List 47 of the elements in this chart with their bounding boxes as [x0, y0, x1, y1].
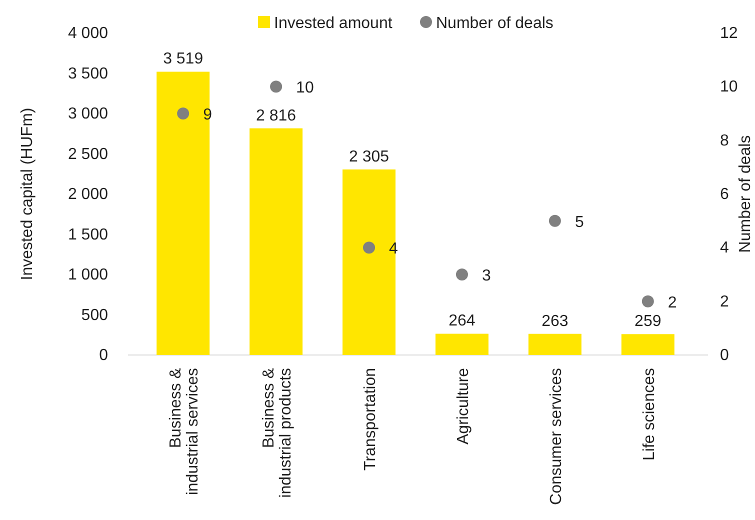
y-tick-label: 1 000: [68, 266, 108, 284]
y-tick-label: 500: [81, 306, 108, 324]
data-label: 259: [634, 313, 662, 330]
y2-tick-label: 4: [720, 240, 729, 257]
y-tick-label: 2 500: [68, 146, 108, 163]
data-label: 3 519: [163, 50, 204, 68]
x-tick-label: Agriculture: [454, 368, 472, 444]
point: [456, 268, 468, 280]
y2-tick-label: 6: [720, 186, 729, 203]
x-tick-label: Transportation: [362, 368, 380, 471]
x-tick-label: Life sciences: [640, 368, 658, 460]
x-tick-label: Business & industrial services: [168, 368, 202, 496]
y2-tick-label: 10: [720, 78, 738, 96]
y-tick-label: 4 000: [68, 25, 108, 42]
data-label: 263: [542, 312, 568, 330]
y-tick-label: 3 000: [68, 106, 108, 122]
point: [363, 242, 376, 254]
y-tick-label: 0: [99, 347, 108, 364]
y-tick-label: 2 000: [68, 186, 108, 203]
legend-label: Number of deals: [436, 15, 554, 32]
point: [642, 295, 654, 308]
point: [548, 214, 561, 227]
x-tick-label: Consumer services: [548, 368, 565, 505]
data-label: 2: [668, 294, 677, 312]
data-label: 2 305: [348, 148, 390, 166]
y-tick-label: 1 500: [68, 226, 108, 244]
point: [270, 80, 282, 93]
y2-axis-title: Number of deals: [737, 135, 754, 253]
y2-tick-label: 8: [720, 132, 729, 150]
data-label: 264: [448, 312, 476, 330]
bar: [250, 128, 303, 355]
y2-tick-label: 12: [720, 25, 738, 42]
bar: [342, 169, 396, 355]
y-axis-title: Invested capital (HUFm): [19, 108, 36, 280]
data-label: 3: [482, 268, 491, 284]
bar: [528, 334, 582, 355]
legend-label: Invested amount: [274, 15, 393, 32]
y2-tick-label: 0: [720, 347, 729, 364]
y-tick-label: 3 500: [68, 65, 108, 82]
bar: [156, 72, 210, 355]
point: [177, 108, 190, 120]
y2-tick-label: 2: [720, 293, 729, 310]
bar: [621, 334, 674, 355]
bar: [435, 334, 488, 355]
data-label: 2 816: [256, 107, 296, 124]
data-label: 5: [574, 214, 584, 231]
data-label: 10: [296, 80, 314, 97]
